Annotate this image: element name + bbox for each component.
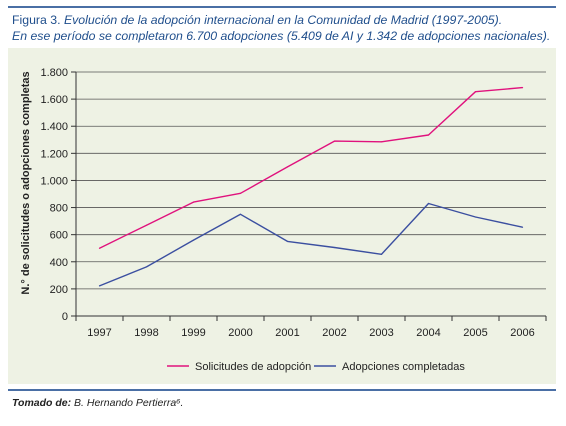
x-tick-label-2003: 2003 bbox=[369, 327, 393, 339]
y-tick-label: 1.200 bbox=[40, 148, 68, 160]
figure-title: Evolución de la adopción internacional e… bbox=[63, 13, 503, 27]
bottom-rule bbox=[8, 389, 556, 391]
data-point bbox=[145, 224, 148, 226]
y-tick-label: 1.400 bbox=[40, 121, 68, 133]
data-point bbox=[333, 246, 336, 249]
grid-lines bbox=[76, 71, 546, 290]
legend: Solicitudes de adopción Adopciones comple… bbox=[167, 361, 465, 373]
source-label: Tomado de: bbox=[12, 397, 72, 409]
legend-label-solicitudes: Solicitudes de adopción bbox=[195, 361, 311, 373]
x-tick-label-1997: 1997 bbox=[87, 327, 111, 339]
top-rule bbox=[8, 6, 556, 8]
x-tick-label-2006: 2006 bbox=[510, 327, 534, 339]
data-point bbox=[239, 192, 242, 194]
data-point bbox=[380, 253, 383, 255]
data-point bbox=[427, 202, 430, 205]
y-axis-label: N.° de solicitudes o adopciones completa… bbox=[20, 71, 32, 294]
source-text: B. Hernando Pertierra⁶. bbox=[74, 397, 184, 409]
data-point bbox=[521, 226, 524, 228]
caption-line-1: Figura 3. Evolución de la adopción inter… bbox=[12, 12, 552, 28]
y-tick-label: 200 bbox=[50, 284, 68, 296]
data-point bbox=[286, 166, 289, 168]
data-point bbox=[427, 134, 430, 136]
data-point bbox=[98, 285, 101, 287]
data-point bbox=[145, 266, 148, 268]
chart-panel bbox=[8, 48, 556, 384]
x-tick-labels: 1997 1998 1999 2000 2001 2002 2003 2004 2005 2006 bbox=[87, 327, 534, 339]
x-tick-label-2001: 2001 bbox=[275, 327, 299, 339]
y-tick-label: 1.800 bbox=[40, 67, 68, 79]
y-tick-label: 400 bbox=[50, 257, 68, 269]
data-point bbox=[98, 247, 101, 249]
data-point bbox=[474, 91, 477, 93]
y-tick-label: 0 bbox=[62, 311, 68, 323]
axes bbox=[71, 71, 547, 321]
source-note: Tomado de: B. Hernando Pertierra⁶. bbox=[12, 397, 183, 409]
x-tick-label-1999: 1999 bbox=[181, 327, 205, 339]
series-lines bbox=[98, 86, 524, 287]
y-tick-label: 1.600 bbox=[40, 94, 68, 106]
x-tick-label-2000: 2000 bbox=[228, 327, 252, 339]
data-point bbox=[192, 239, 195, 241]
data-point bbox=[521, 86, 524, 89]
y-tick-label: 1.000 bbox=[40, 175, 68, 187]
y-tick-label: 800 bbox=[50, 203, 68, 215]
series-line-solicitudes bbox=[99, 86, 523, 249]
x-tick-label-2005: 2005 bbox=[463, 327, 487, 339]
y-tick-label: 600 bbox=[50, 230, 68, 242]
y-tick-labels: 0 200 400 600 800 1.000 1.200 1.400 1.600 1.800 bbox=[40, 67, 68, 323]
figure-label: Figura 3. bbox=[12, 13, 61, 27]
data-point bbox=[192, 201, 195, 203]
legend-label-adopciones: Adopciones completadas bbox=[342, 361, 465, 373]
data-point bbox=[380, 141, 383, 143]
x-tick-label-2002: 2002 bbox=[322, 327, 346, 339]
data-point bbox=[239, 213, 242, 215]
data-point bbox=[333, 140, 336, 142]
x-tick-label-1998: 1998 bbox=[134, 327, 158, 339]
x-tick-label-2004: 2004 bbox=[416, 327, 440, 339]
figure-subtitle: En ese período se completaron 6.700 adop… bbox=[12, 29, 551, 43]
data-point bbox=[474, 216, 477, 218]
data-point bbox=[286, 240, 289, 243]
figure-caption: Figura 3. Evolución de la adopción inter… bbox=[12, 12, 552, 44]
series-line-adopciones bbox=[99, 202, 523, 287]
